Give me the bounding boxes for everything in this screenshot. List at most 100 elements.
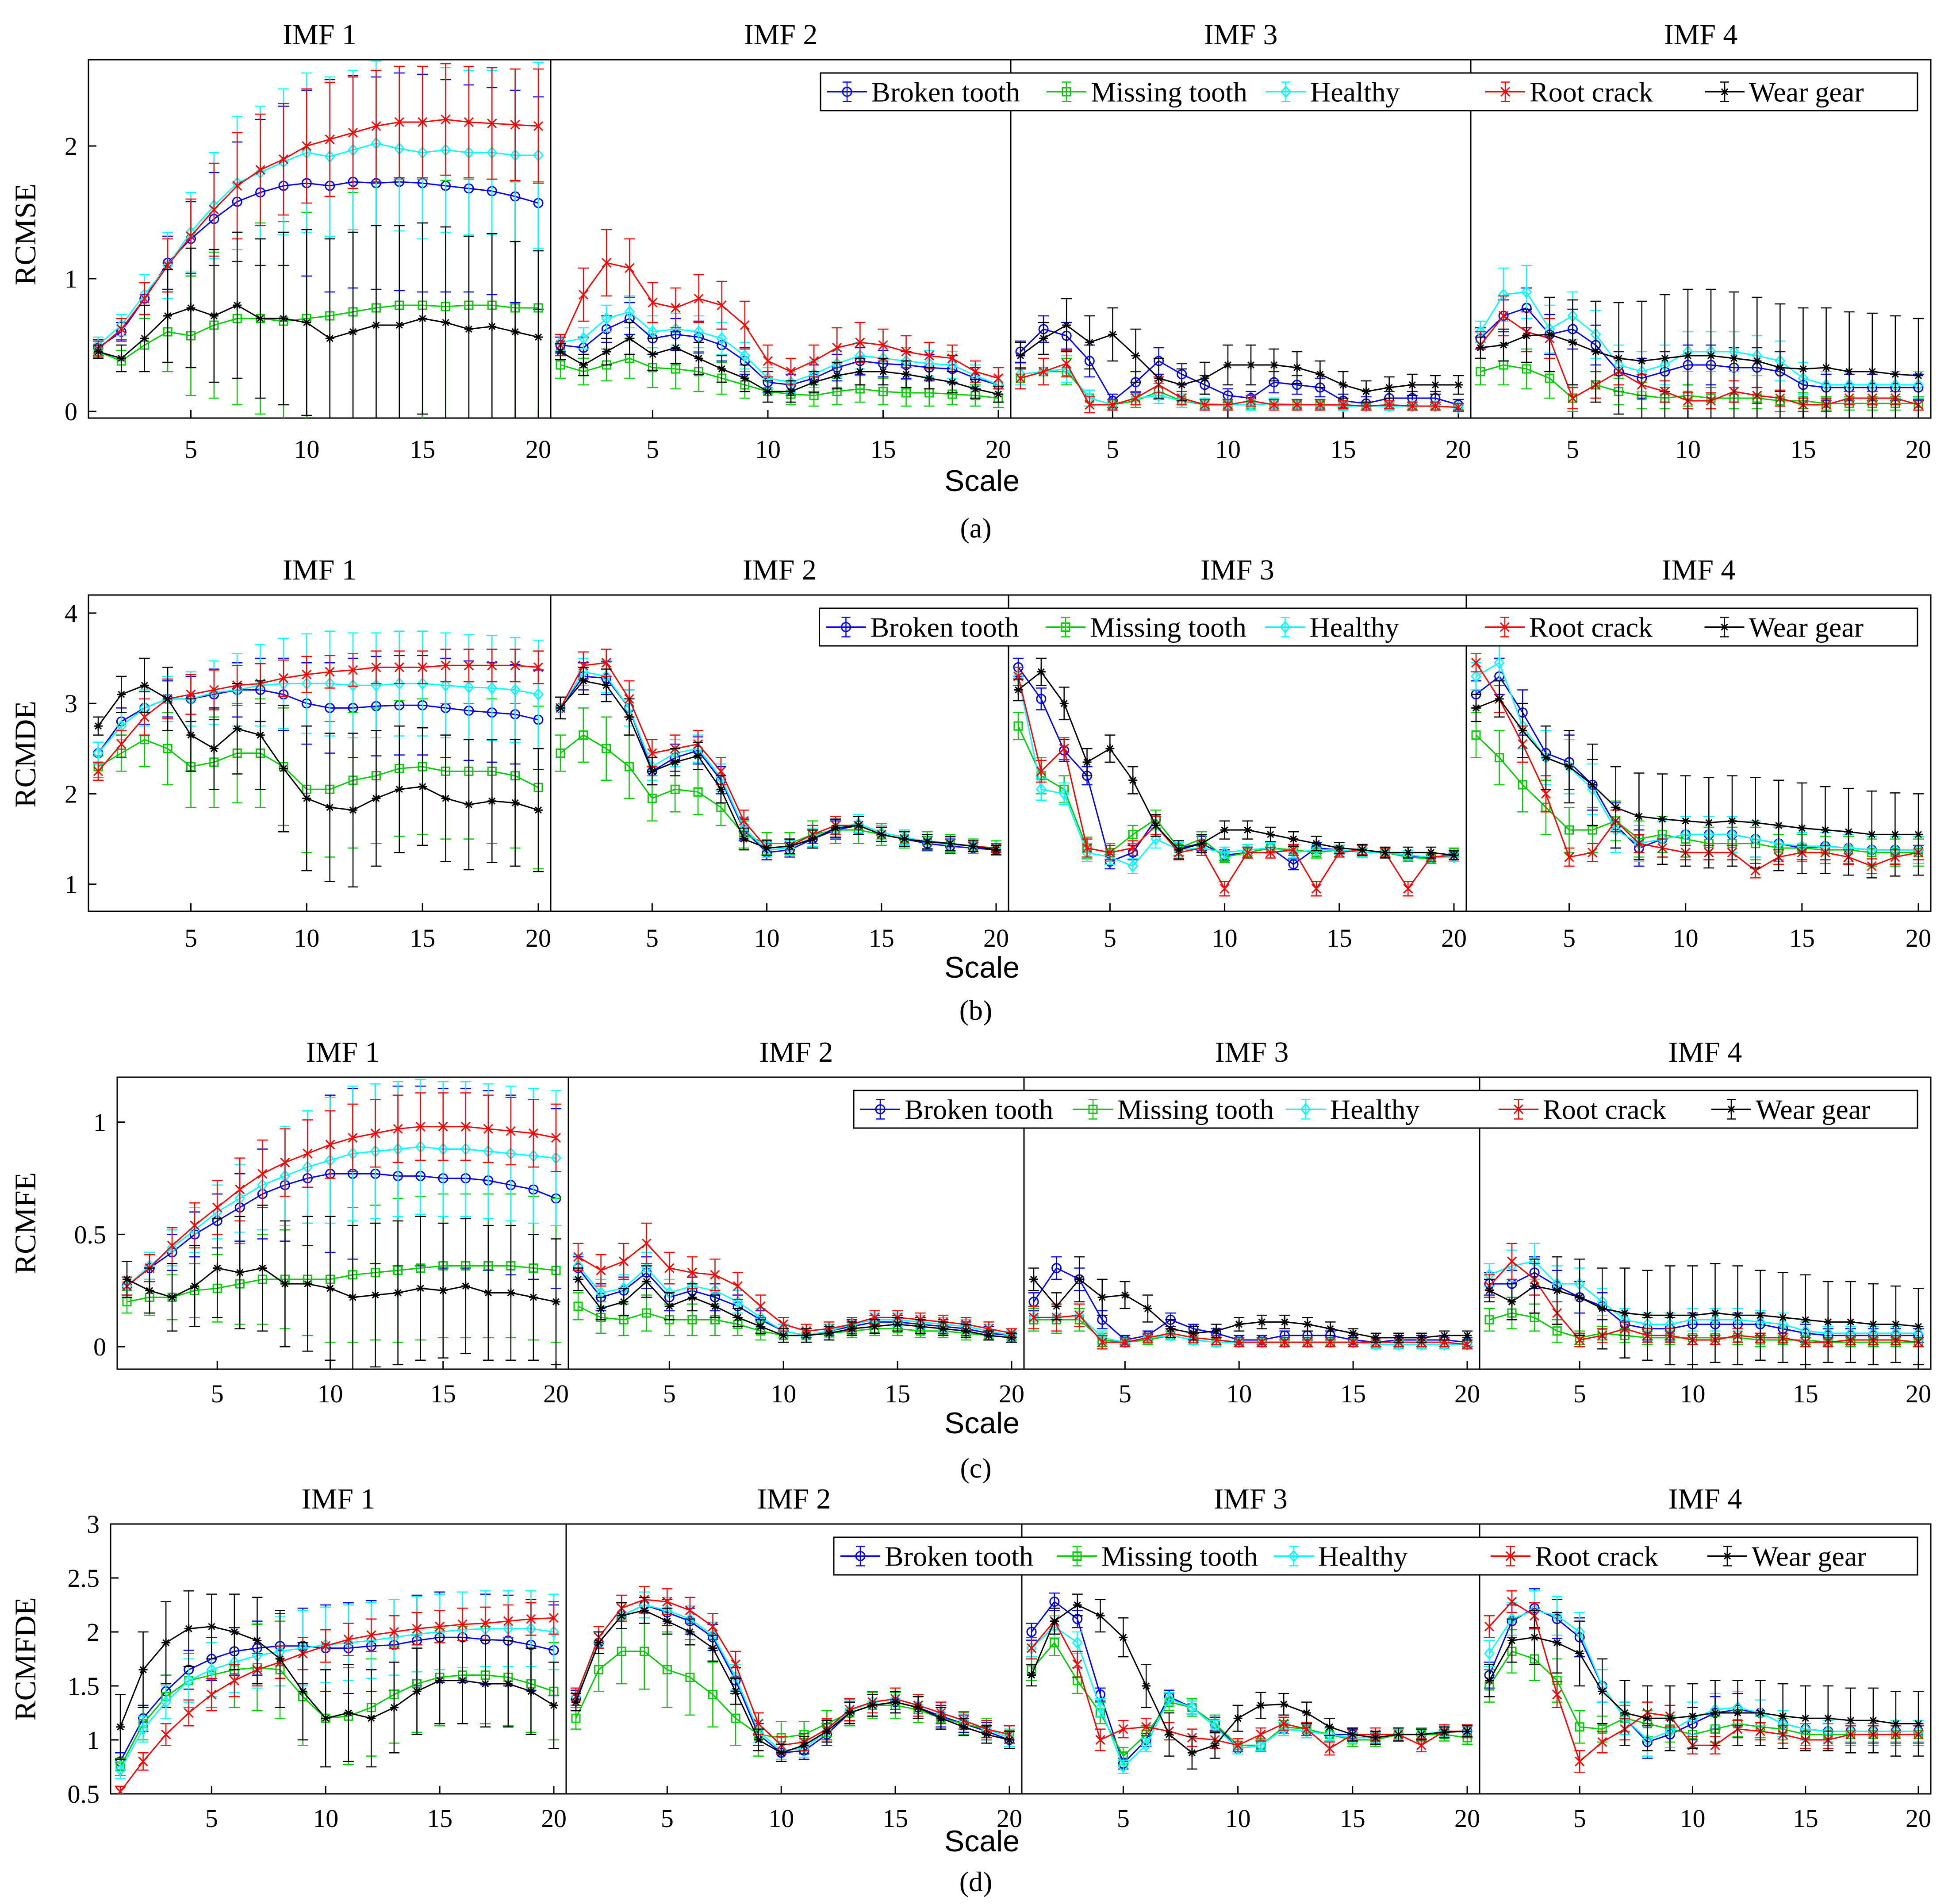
x-tick-label: 5 — [1563, 924, 1576, 952]
x-tick-label: 15 — [870, 435, 896, 464]
data-point — [1407, 380, 1417, 389]
data-point — [855, 367, 865, 376]
series-wear-gear — [1026, 1593, 1473, 1770]
data-point — [1495, 753, 1504, 763]
data-point — [1844, 827, 1853, 837]
data-point — [1233, 1714, 1243, 1723]
data-point — [258, 1263, 267, 1273]
x-tick-label: 10 — [313, 1804, 338, 1833]
data-point — [528, 1128, 539, 1138]
data-point — [480, 1618, 491, 1628]
data-point — [163, 694, 173, 703]
legend-marker — [1727, 1105, 1736, 1114]
data-point — [1325, 1722, 1334, 1731]
data-point — [878, 387, 888, 396]
data-point — [777, 1748, 786, 1758]
data-point — [1256, 1729, 1266, 1739]
data-point — [1052, 1301, 1061, 1311]
data-point — [1039, 366, 1049, 377]
data-point — [1575, 1335, 1585, 1345]
data-point — [1062, 321, 1071, 330]
data-point — [526, 1614, 536, 1624]
series-line — [560, 262, 999, 379]
data-point — [647, 325, 658, 338]
data-point — [1575, 1293, 1584, 1302]
data-point — [1235, 1320, 1244, 1329]
x-tick-label: 5 — [661, 1804, 674, 1833]
legend-label: Healthy — [1310, 77, 1400, 108]
panel-title: IMF 4 — [1668, 1483, 1742, 1515]
data-point — [394, 662, 404, 672]
legend-item-healthy: Healthy — [1265, 612, 1399, 643]
data-point — [594, 1638, 603, 1647]
data-point — [739, 816, 749, 826]
data-point — [601, 658, 611, 668]
x-tick-label: 5 — [211, 1379, 224, 1408]
legend-item-healthy: Healthy — [1274, 1541, 1408, 1572]
x-tick-label: 15 — [1789, 924, 1815, 952]
data-point — [754, 1735, 763, 1744]
data-point — [665, 1301, 674, 1311]
data-point — [1119, 1633, 1128, 1642]
data-point — [625, 712, 634, 722]
series-line — [1489, 1285, 1919, 1327]
data-point — [1311, 883, 1322, 894]
data-point — [1471, 658, 1481, 668]
data-point — [1756, 1708, 1765, 1717]
data-point — [253, 1636, 262, 1645]
series-line — [1488, 1607, 1918, 1743]
data-point — [619, 1256, 629, 1267]
data-point — [1914, 830, 1923, 839]
data-point — [923, 837, 932, 846]
data-point — [371, 662, 381, 672]
data-point — [1371, 1733, 1380, 1743]
data-point — [648, 297, 658, 308]
legend-item-wear-gear: Wear gear — [1705, 77, 1864, 108]
panel-imf-2: IMF 2 5 10 15 20 — [568, 1036, 1024, 1408]
legend-marker — [1289, 1550, 1299, 1562]
data-point — [529, 1293, 538, 1302]
panel-imf-3: IMF 3 5 10 15 20 — [1008, 554, 1467, 952]
data-point — [671, 303, 681, 313]
series-line — [1018, 671, 1454, 856]
data-point — [1338, 399, 1348, 410]
legend-label: Healthy — [1318, 1541, 1408, 1572]
data-point — [1164, 1692, 1175, 1705]
data-point — [302, 669, 312, 679]
data-point — [1704, 818, 1714, 827]
data-point — [461, 1282, 470, 1291]
panel-imf-2: IMF 2 5 10 15 20 — [565, 1483, 1022, 1833]
y-tick-label: 3 — [87, 1510, 100, 1539]
data-point — [1665, 1311, 1675, 1320]
series-root-crack — [555, 649, 1001, 856]
data-point — [693, 325, 704, 338]
data-point — [891, 1697, 900, 1707]
panel-title: IMF 2 — [759, 1036, 833, 1068]
data-point — [641, 1238, 652, 1248]
data-point — [548, 1625, 559, 1639]
data-point — [93, 766, 104, 776]
data-point — [1799, 365, 1808, 373]
x-tick-label: 15 — [1340, 1379, 1366, 1408]
data-point — [1210, 1741, 1220, 1750]
data-point — [209, 744, 219, 753]
data-point — [571, 1697, 580, 1707]
data-point — [663, 1616, 672, 1626]
data-point — [1075, 1274, 1084, 1284]
data-point — [349, 327, 358, 336]
data-point — [552, 1297, 560, 1306]
data-point — [348, 1133, 358, 1143]
data-point — [1774, 821, 1783, 830]
panel-imf-1: IMF 1 5 10 15 20 — [122, 1036, 569, 1408]
legend-item-broken-tooth: Broken tooth — [860, 1094, 1053, 1125]
data-point — [868, 1701, 877, 1710]
data-point — [526, 1687, 536, 1696]
data-point — [1266, 848, 1276, 858]
x-tick-label: 20 — [986, 435, 1011, 464]
y-axis-label: RCMFDE — [8, 1597, 42, 1721]
x-tick-label: 10 — [1675, 435, 1701, 464]
data-point — [694, 293, 704, 304]
data-point — [440, 679, 451, 692]
data-point — [393, 1124, 403, 1134]
data-point — [1553, 1638, 1562, 1647]
